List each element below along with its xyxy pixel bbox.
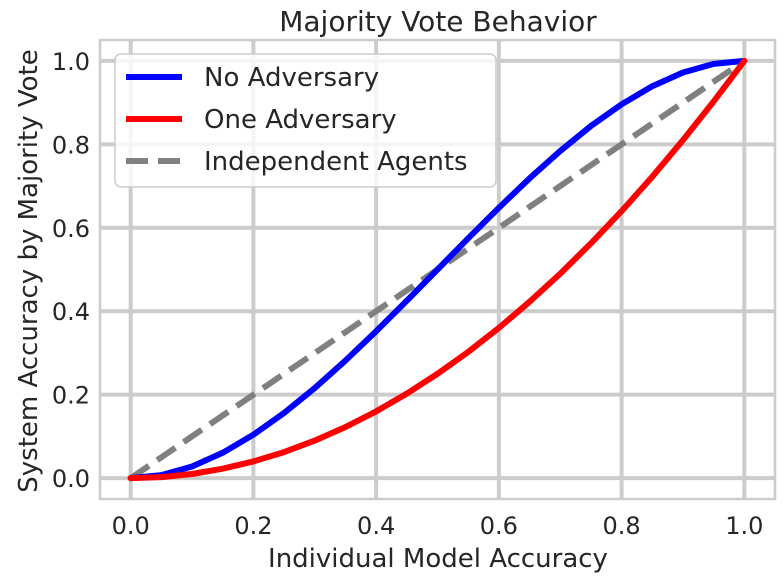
x-tick-label: 1.0	[725, 512, 763, 540]
y-tick-label: 0.8	[52, 131, 90, 159]
legend-label: One Adversary	[204, 105, 397, 135]
x-tick-label: 0.4	[357, 512, 395, 540]
legend: No Adversary One Adversary Independent Age…	[114, 53, 497, 188]
x-tick-label: 0.6	[480, 512, 518, 540]
y-tick-label: 0.2	[52, 382, 90, 410]
y-tick-label: 0.4	[52, 298, 90, 326]
y-tick-label: 0.0	[52, 465, 90, 493]
y-axis-label: System Accuracy by Majority Vote	[14, 49, 44, 492]
y-tick-label: 1.0	[52, 48, 90, 76]
x-tick-label: 0.0	[112, 512, 150, 540]
y-tick-labels: 0.0 0.2 0.4 0.6 0.8 1.0	[52, 48, 90, 493]
series-group	[127, 57, 748, 482]
chart-title: Majority Vote Behavior	[279, 5, 597, 38]
x-tick-label: 0.2	[234, 512, 272, 540]
series-line-no-adversary	[127, 57, 748, 482]
x-tick-label: 0.8	[603, 512, 641, 540]
legend-frame	[114, 53, 497, 188]
x-axis-label: Individual Model Accuracy	[268, 544, 608, 574]
series-line-one-adversary	[127, 57, 748, 482]
legend-label: No Adversary	[204, 63, 379, 93]
x-tick-labels: 0.0 0.2 0.4 0.6 0.8 1.0	[112, 512, 764, 540]
legend-label: Independent Agents	[204, 147, 468, 177]
y-tick-label: 0.6	[52, 215, 90, 243]
